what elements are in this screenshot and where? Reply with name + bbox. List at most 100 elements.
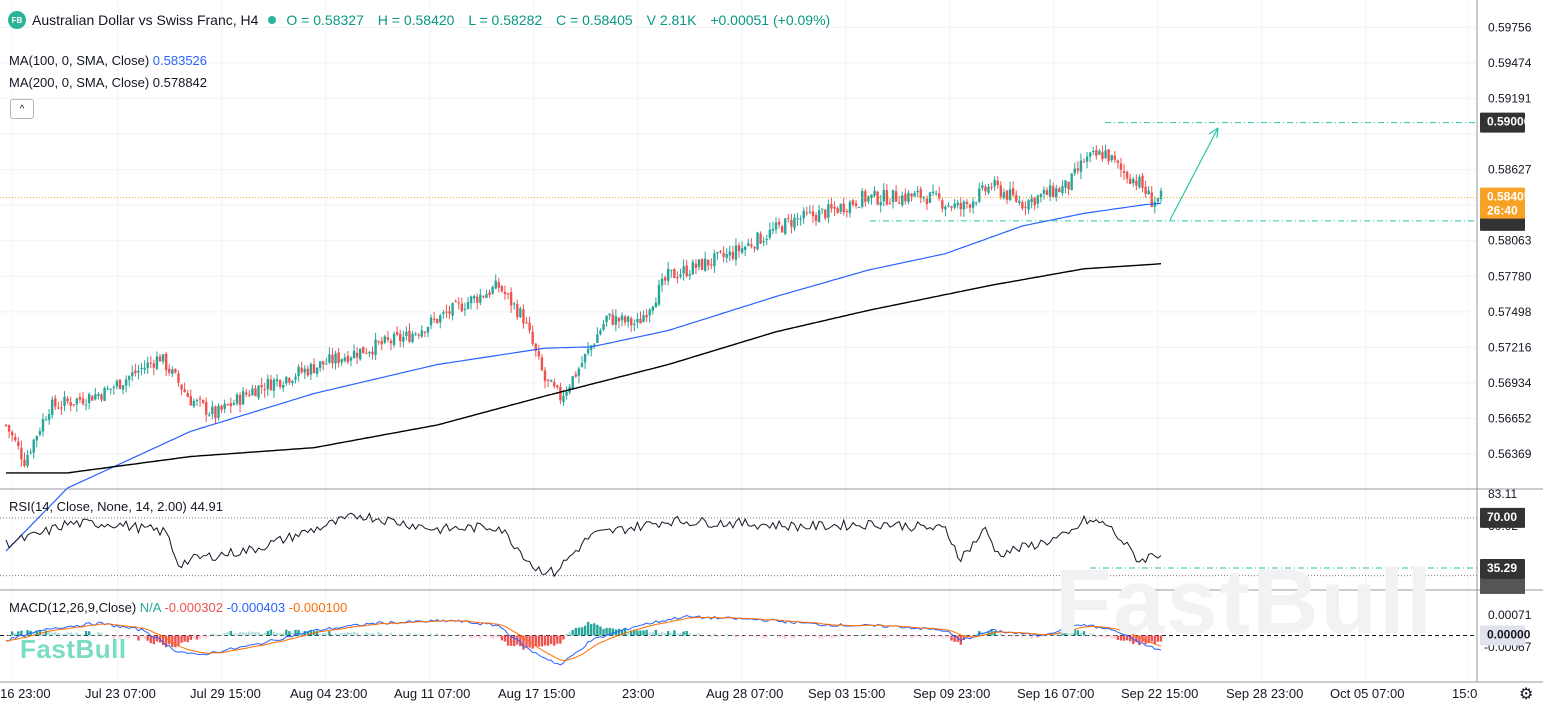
candle-body — [429, 317, 433, 326]
candle-body — [670, 269, 673, 271]
candle-body — [137, 370, 140, 373]
macd-histogram-bar — [577, 627, 581, 636]
candle-body — [562, 395, 565, 403]
candle-body — [559, 386, 562, 401]
candle-body — [186, 392, 189, 397]
candle-body — [32, 439, 35, 453]
candle-body — [303, 368, 306, 373]
macd-histogram-bar — [7, 635, 11, 637]
candle-body — [275, 379, 279, 382]
candle-body — [808, 211, 812, 213]
macd-value-1: -0.000302 — [164, 600, 223, 615]
macd-histogram-bar — [371, 633, 374, 636]
macd-histogram-bar — [220, 634, 223, 636]
macd-histogram-bar — [14, 633, 17, 636]
macd-histogram-bar — [334, 632, 337, 636]
macd-histogram-bar — [272, 631, 276, 636]
macd-histogram-bar — [673, 630, 676, 636]
candle-body — [938, 193, 941, 199]
candle-body — [374, 339, 377, 356]
candle-body — [901, 195, 904, 206]
macd-histogram-bar — [448, 634, 451, 636]
macd-histogram-bar — [987, 631, 990, 636]
macd-histogram-bar — [938, 635, 941, 637]
rsi-legend[interactable]: RSI(14, Close, None, 14, 2.00) 44.91 — [9, 499, 223, 514]
candle-body — [168, 368, 171, 373]
candle-body — [1113, 155, 1116, 160]
gear-icon[interactable]: ⚙ — [1519, 686, 1534, 703]
candle-body — [469, 296, 473, 304]
macd-histogram-bar — [907, 635, 910, 637]
candle-body — [377, 341, 380, 343]
macd-histogram-bar — [189, 635, 192, 640]
chevron-up-icon: ^ — [19, 103, 25, 115]
candle-body — [140, 368, 143, 370]
candle-body — [710, 264, 713, 266]
candle-body — [688, 274, 691, 276]
macd-histogram-bar — [999, 633, 1003, 636]
candle-body — [94, 394, 97, 400]
candle-body — [1085, 156, 1089, 162]
ma100-value: 0.583526 — [152, 53, 208, 68]
candle-body — [78, 397, 82, 400]
macd-histogram-bar — [833, 635, 836, 638]
macd-value-3: -0.000100 — [288, 600, 348, 615]
candle-body — [817, 210, 821, 223]
candle-body — [432, 318, 436, 320]
macd-histogram-bar — [556, 635, 559, 644]
macd-histogram-bar — [479, 635, 482, 639]
candle-body — [229, 403, 233, 407]
collapse-legend-button[interactable]: ^ — [10, 99, 34, 119]
candle-body — [1015, 194, 1018, 202]
macd-histogram-bar — [432, 635, 436, 636]
macd-legend[interactable]: MACD(12,26,9,Close) N/A -0.000302 -0.000… — [9, 600, 347, 615]
time-axis-label: Aug 11 07:00 — [394, 686, 470, 701]
macd-histogram-bar — [201, 635, 205, 638]
macd-histogram-bar — [608, 627, 611, 636]
time-axis-label: Aug 04 23:00 — [290, 686, 367, 701]
macd-histogram-bar — [750, 635, 753, 637]
candle-body — [525, 322, 528, 324]
macd-histogram-bar — [590, 624, 593, 636]
candle-body — [306, 368, 310, 376]
candle-body — [793, 217, 796, 229]
macd-histogram-bar — [328, 631, 331, 636]
macd-histogram-bar — [725, 634, 728, 636]
candle-body — [1098, 150, 1101, 155]
macd-histogram-bar — [722, 635, 725, 637]
macd-histogram-bar — [827, 635, 830, 637]
candle-body — [762, 240, 765, 243]
candle-body — [857, 206, 861, 208]
symbol-title[interactable]: Australian Dollar vs Swiss Franc, H4 — [32, 12, 259, 28]
macd-histogram-bar — [531, 635, 534, 649]
candle-body — [768, 229, 772, 238]
candle-body — [639, 318, 642, 324]
rsi-current-tag-bg — [1480, 558, 1525, 579]
macd-histogram-bar — [1039, 635, 1043, 637]
macd-histogram-bar — [1015, 635, 1018, 638]
macd-histogram-bar — [75, 632, 79, 636]
time-axis-label: Oct 05 07:00 — [1330, 686, 1404, 701]
candle-body — [691, 261, 695, 275]
candle-body — [740, 248, 744, 253]
macd-histogram-bar — [121, 635, 125, 637]
candle-body — [623, 316, 627, 323]
ma200-legend[interactable]: MA(200, 0, SMA, Close) 0.578842 — [9, 75, 207, 90]
candle-body — [436, 319, 439, 323]
candle-body — [1018, 200, 1021, 204]
candle-body — [981, 185, 984, 189]
ma100-legend[interactable]: MA(100, 0, SMA, Close) 0.583526 — [9, 53, 207, 68]
candle-body — [359, 348, 362, 360]
candle-body — [232, 403, 236, 405]
macd-histogram-bar — [984, 632, 987, 636]
macd-histogram-bar — [1113, 635, 1116, 639]
macd-histogram-bar — [1033, 635, 1036, 637]
macd-histogram-bar — [445, 635, 448, 637]
macd-histogram-bar — [506, 635, 510, 646]
candle-body — [549, 380, 553, 382]
candle-body — [651, 306, 654, 311]
low-value: L = 0.58282 — [468, 12, 543, 28]
watermark-large: FastBull — [1055, 551, 1434, 653]
macd-histogram-bar — [32, 631, 35, 636]
